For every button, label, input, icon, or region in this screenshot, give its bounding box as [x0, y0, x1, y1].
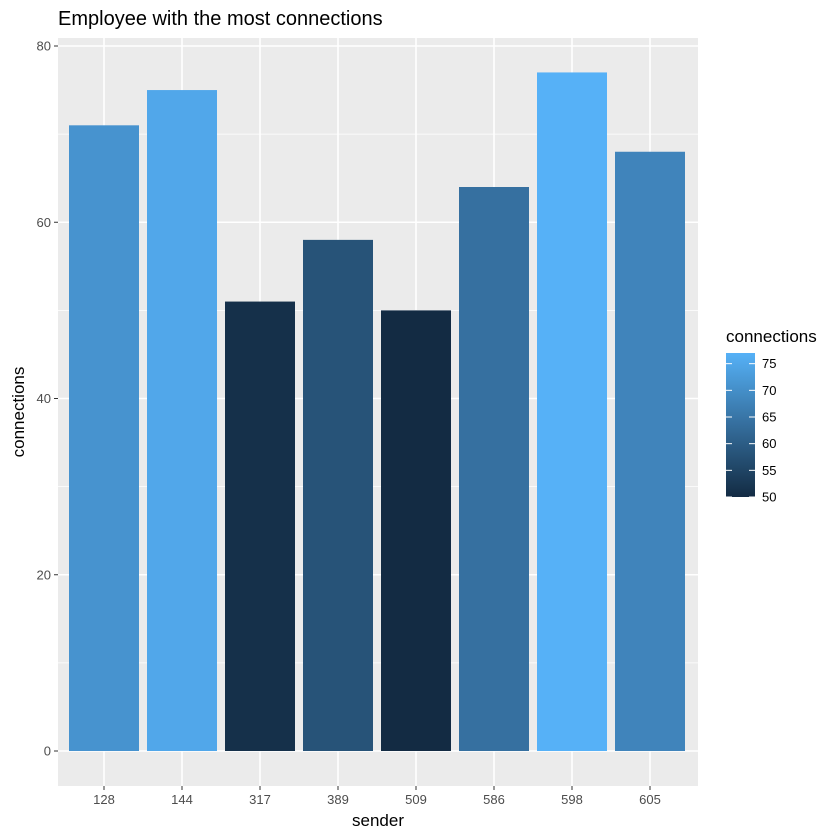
bar — [147, 90, 217, 751]
legend: connections 75 70 65 60 55 50 — [726, 327, 817, 505]
legend-label: 55 — [762, 463, 776, 478]
x-axis: 128 144 317 389 509 586 598 605 — [93, 786, 661, 807]
bar — [303, 239, 373, 751]
legend-title: connections — [726, 327, 817, 346]
bar — [459, 187, 529, 751]
y-tick-label: 0 — [44, 744, 51, 759]
bar — [225, 301, 295, 751]
bar — [615, 151, 685, 751]
chart-title: Employee with the most connections — [58, 8, 383, 30]
x-tick-label: 586 — [483, 792, 505, 807]
x-tick-label: 317 — [249, 792, 271, 807]
y-axis-title: connections — [9, 367, 28, 458]
y-tick-label: 20 — [37, 567, 51, 582]
legend-label: 50 — [762, 490, 776, 505]
x-tick-label: 128 — [93, 792, 115, 807]
y-axis: 0 20 40 60 80 — [37, 39, 58, 759]
y-tick-label: 80 — [37, 39, 51, 54]
x-axis-title: sender — [352, 811, 404, 830]
legend-label: 60 — [762, 436, 776, 451]
legend-label: 75 — [762, 356, 776, 371]
x-tick-label: 144 — [171, 792, 193, 807]
bar — [537, 72, 607, 751]
legend-ticks: 75 70 65 60 55 50 — [726, 356, 776, 505]
x-tick-label: 509 — [405, 792, 427, 807]
legend-label: 70 — [762, 383, 776, 398]
x-tick-label: 389 — [327, 792, 349, 807]
y-tick-label: 60 — [37, 215, 51, 230]
legend-label: 65 — [762, 410, 776, 425]
legend-colorbar — [726, 353, 755, 497]
x-tick-label: 605 — [639, 792, 661, 807]
y-tick-label: 40 — [37, 391, 51, 406]
bars — [69, 72, 685, 751]
bar — [69, 125, 139, 751]
bar — [381, 310, 451, 751]
x-tick-label: 598 — [561, 792, 583, 807]
